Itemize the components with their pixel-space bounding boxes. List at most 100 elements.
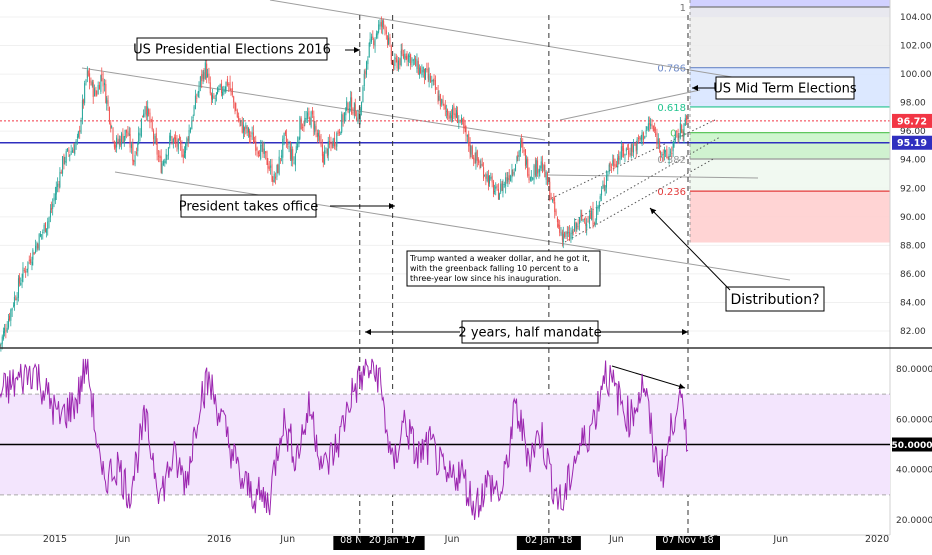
candle-body xyxy=(258,152,259,154)
candle-body xyxy=(314,124,315,132)
candle-body xyxy=(490,177,491,179)
candle-body xyxy=(541,161,542,168)
candle-body xyxy=(575,222,576,229)
candle-body xyxy=(650,124,651,126)
candle-body xyxy=(296,146,297,153)
candle-body xyxy=(83,100,84,104)
candle-body xyxy=(105,84,106,103)
candle-body xyxy=(218,89,219,91)
candle-body xyxy=(617,158,618,168)
candle-body xyxy=(436,89,437,90)
candle-body xyxy=(216,92,217,95)
candle-body xyxy=(302,127,303,128)
candle-body xyxy=(362,87,363,102)
candle-body xyxy=(54,198,55,201)
candle-body xyxy=(489,176,490,184)
candle-body xyxy=(670,152,671,153)
candle-body xyxy=(480,164,481,165)
candle-body xyxy=(414,58,415,59)
candle-body xyxy=(294,163,295,164)
candle-body xyxy=(72,150,73,152)
candle-body xyxy=(161,156,162,172)
candle-body xyxy=(462,120,463,121)
candle-body xyxy=(482,164,483,166)
candle-body xyxy=(647,128,648,129)
candle-body xyxy=(456,110,457,118)
candle-body xyxy=(316,126,317,131)
candle-body xyxy=(253,132,254,144)
candle-body xyxy=(445,105,446,109)
candle-body xyxy=(361,102,362,111)
candle-body xyxy=(230,82,231,90)
candle-body xyxy=(516,157,517,162)
candle-body xyxy=(485,174,486,179)
candle-body xyxy=(0,343,1,345)
candle-body xyxy=(632,144,633,152)
candle-body xyxy=(354,102,355,112)
price-tick-label: 98.00 xyxy=(900,99,926,109)
fib-band xyxy=(690,107,890,133)
candle-body xyxy=(594,223,595,225)
candle-body xyxy=(121,133,122,144)
candle-body xyxy=(565,232,566,237)
candle-body xyxy=(547,173,548,186)
candle-body xyxy=(227,79,228,85)
candle-body xyxy=(205,62,206,78)
candle-body xyxy=(641,138,642,141)
candle-body xyxy=(120,139,121,146)
candle-body xyxy=(644,136,645,138)
candle-body xyxy=(257,148,258,150)
candle-body xyxy=(3,331,4,339)
oscillator-tick-label: 20.0000 xyxy=(896,516,932,526)
candle-body xyxy=(168,148,169,156)
candle-body xyxy=(29,260,30,261)
candle-body xyxy=(115,145,116,148)
candle-body xyxy=(369,43,370,58)
candle-body xyxy=(651,124,652,127)
oscillator-tick-label: 80.0000 xyxy=(896,365,932,375)
candle-body xyxy=(377,32,378,36)
us-presidential-elections-text: US Presidential Elections 2016 xyxy=(133,43,331,58)
candle-body xyxy=(524,150,525,152)
candle-body xyxy=(340,132,341,135)
candle-body xyxy=(71,151,72,154)
candle-body xyxy=(468,134,469,147)
candle-body xyxy=(380,22,381,27)
candle-body xyxy=(409,56,410,57)
candle-body xyxy=(211,93,212,99)
distribution-callout: Distribution? xyxy=(726,287,824,311)
trump-note-callout: Trump wanted a weaker dollar, and he got… xyxy=(407,251,600,286)
candle-body xyxy=(308,111,309,116)
candle-body xyxy=(37,244,38,248)
candle-body xyxy=(212,95,213,100)
candle-body xyxy=(665,151,666,152)
candle-body xyxy=(269,166,270,169)
candle-body xyxy=(4,328,5,333)
candle-body xyxy=(274,174,275,182)
candle-body xyxy=(109,107,110,122)
candle-body xyxy=(649,123,650,124)
candle-body xyxy=(143,114,144,117)
candle-body xyxy=(686,116,687,120)
candle-body xyxy=(62,156,63,173)
distribution-text: Distribution? xyxy=(730,292,819,308)
candle-body xyxy=(367,59,368,64)
candle-body xyxy=(41,234,42,235)
oscillator-mid-tag-label: 50.0000 xyxy=(892,441,932,451)
candle-body xyxy=(520,142,521,152)
fib-band xyxy=(690,191,890,242)
candle-body xyxy=(426,68,427,69)
candle-body xyxy=(399,58,400,65)
candle-body xyxy=(58,184,59,185)
candle-body xyxy=(534,165,535,180)
candle-body xyxy=(27,269,28,270)
candle-body xyxy=(628,151,629,155)
candle-body xyxy=(472,146,473,158)
candle-body xyxy=(504,184,505,185)
candle-body xyxy=(433,80,434,81)
candle-body xyxy=(249,131,250,138)
candle-body xyxy=(323,154,324,163)
